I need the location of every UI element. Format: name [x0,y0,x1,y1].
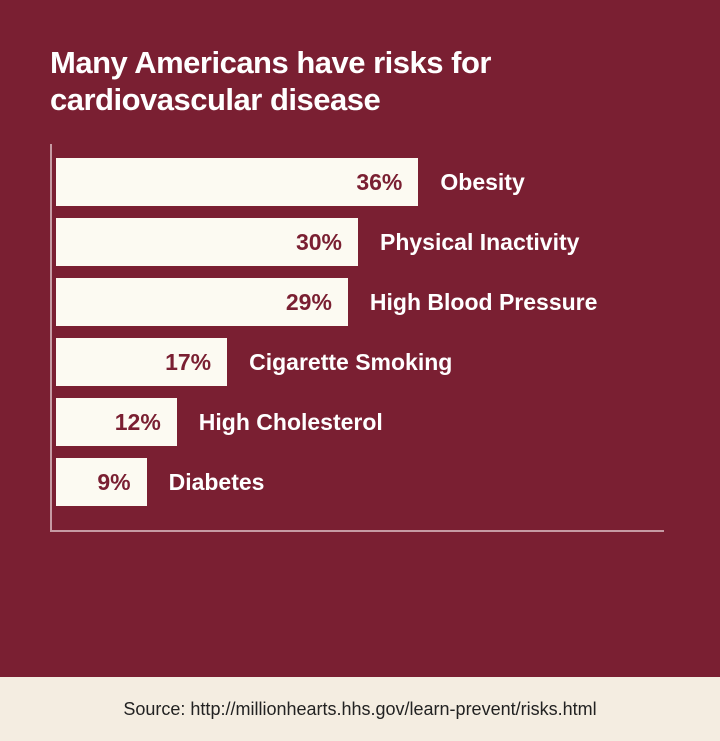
bar-row: 30% Physical Inactivity [56,218,670,266]
bar-row: 29% High Blood Pressure [56,278,670,326]
bar-label: High Blood Pressure [370,289,597,316]
bar: 17% [56,338,227,386]
bar-label: High Cholesterol [199,409,383,436]
chart-container: Many Americans have risks for cardiovasc… [0,0,720,677]
bar-value: 17% [165,349,211,376]
chart-title: Many Americans have risks for cardiovasc… [50,44,670,118]
bar-label: Diabetes [169,469,265,496]
bar: 9% [56,458,147,506]
bar-row: 9% Diabetes [56,458,670,506]
source-text: Source: http://millionhearts.hhs.gov/lea… [123,699,596,720]
bar: 12% [56,398,177,446]
bar-row: 36% Obesity [56,158,670,206]
bar: 36% [56,158,418,206]
bar-value: 30% [296,229,342,256]
y-axis-line [50,144,52,532]
bar-value: 36% [356,169,402,196]
source-bar: Source: http://millionhearts.hhs.gov/lea… [0,677,720,741]
x-axis-line [50,530,664,532]
bars-group: 36% Obesity 30% Physical Inactivity 29% High … [56,158,670,506]
bar-value: 12% [115,409,161,436]
bar: 30% [56,218,358,266]
bar: 29% [56,278,348,326]
bar-label: Obesity [440,169,524,196]
chart-area: 36% Obesity 30% Physical Inactivity 29% High … [50,158,670,506]
bar-label: Physical Inactivity [380,229,579,256]
bar-row: 12% High Cholesterol [56,398,670,446]
bar-label: Cigarette Smoking [249,349,452,376]
bar-value: 29% [286,289,332,316]
bar-value: 9% [97,469,130,496]
bar-row: 17% Cigarette Smoking [56,338,670,386]
